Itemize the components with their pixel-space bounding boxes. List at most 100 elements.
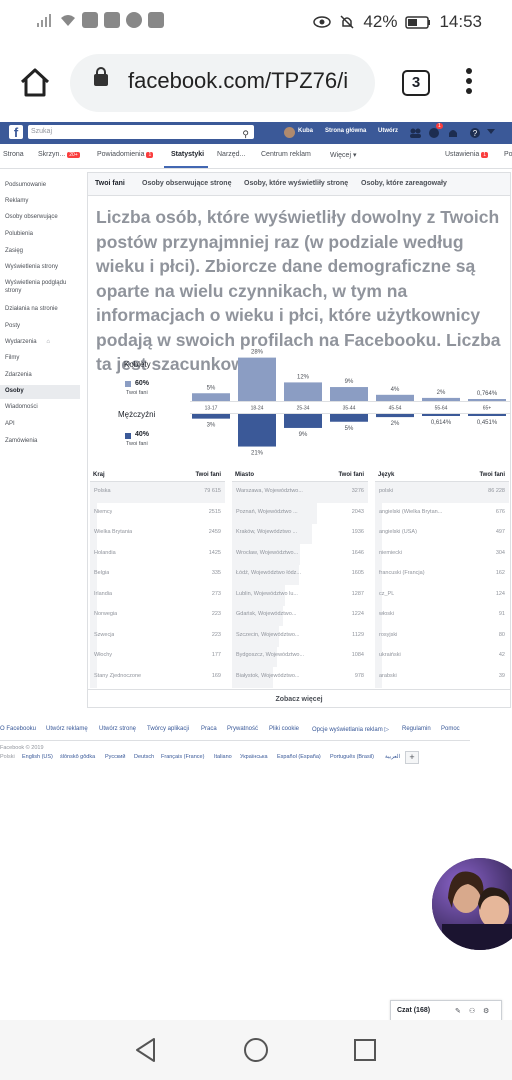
fans-count: 1287 bbox=[351, 590, 364, 597]
back-icon[interactable] bbox=[134, 1037, 158, 1063]
footer-link-terms[interactable]: Regulamin bbox=[402, 726, 431, 732]
language-link[interactable]: English (US) bbox=[22, 754, 53, 760]
avatar[interactable] bbox=[284, 127, 295, 138]
sidebar-item-page-previews[interactable]: Wyświetlenia podglądu strony bbox=[5, 280, 67, 294]
home-nav-icon[interactable] bbox=[243, 1037, 269, 1063]
footer-link-about[interactable]: O Facebooku bbox=[0, 726, 37, 732]
see-more-button[interactable]: Zobacz więcej bbox=[88, 689, 510, 710]
sidebar-item-people[interactable]: Osoby bbox=[5, 388, 24, 394]
tab-notifications[interactable]: Powiadomienia 1 bbox=[97, 151, 154, 158]
age-tick-label: 13-17 bbox=[205, 406, 218, 412]
sidebar-item-likes[interactable]: Polubienia bbox=[5, 231, 34, 237]
sidebar-item-posts[interactable]: Posty bbox=[5, 323, 21, 329]
sidebar-item-overview[interactable]: Podsumowanie bbox=[5, 182, 47, 188]
tab-overflow[interactable]: Po bbox=[504, 151, 512, 158]
subtab-your-fans[interactable]: Twoi fani bbox=[95, 180, 125, 187]
compose-icon[interactable]: ✎ bbox=[455, 1008, 461, 1015]
friends-icon[interactable] bbox=[409, 127, 421, 139]
sidebar-item-api[interactable]: API bbox=[5, 421, 15, 427]
language-link[interactable]: Español (España) bbox=[277, 754, 321, 760]
data-label-women: 0,764% bbox=[477, 391, 498, 397]
fans-count: 223 bbox=[211, 631, 221, 638]
add-friends-icon[interactable]: ⚇ bbox=[469, 1008, 476, 1015]
sidebar-item-messages[interactable]: Wiadomości bbox=[5, 404, 38, 410]
tab-page[interactable]: Strona bbox=[3, 151, 24, 158]
sidebar-item-page-views[interactable]: Wyświetlenia strony bbox=[5, 264, 58, 270]
sidebar-item-ads[interactable]: Reklamy bbox=[5, 198, 29, 204]
language-link[interactable]: Português (Brasil) bbox=[330, 754, 375, 760]
video-call-bubble[interactable] bbox=[432, 858, 512, 950]
bell-icon[interactable] bbox=[447, 127, 459, 139]
settings-gear-icon[interactable]: ⚙ bbox=[483, 1008, 490, 1015]
fans-count: 223 bbox=[211, 611, 221, 617]
footer-link-privacy[interactable]: Prywatność bbox=[227, 726, 259, 732]
language-link[interactable]: Deutsch bbox=[134, 754, 155, 760]
tab-insights[interactable]: Statystyki bbox=[171, 151, 205, 158]
add-language-button[interactable]: + bbox=[405, 751, 419, 764]
browser-toolbar: facebook.com/TPZ76/i 3 bbox=[0, 44, 512, 122]
bar-women bbox=[422, 397, 460, 401]
sidebar-item-stories[interactable]: Zdarzenia bbox=[5, 372, 32, 378]
audience-description: Liczba osób, które wyświetliły dowolny z… bbox=[96, 207, 501, 374]
bar-men bbox=[192, 414, 230, 419]
country-table-row: Polska 79 615 bbox=[90, 482, 225, 503]
language-link[interactable]: Русский bbox=[105, 754, 126, 760]
footer-link-cookies[interactable]: Pliki cookie bbox=[269, 726, 300, 732]
notification-count-badge: 1 bbox=[436, 123, 443, 129]
sidebar-item-actions[interactable]: Działania na stronie bbox=[5, 306, 58, 312]
footer-link-create-ad[interactable]: Utwórz reklamę bbox=[46, 726, 88, 732]
tab-switcher-button[interactable]: 3 bbox=[402, 70, 430, 96]
create-link[interactable]: Utwórz bbox=[378, 128, 398, 134]
sidebar-item-videos[interactable]: Filmy bbox=[5, 355, 20, 361]
data-label-men: 2% bbox=[391, 421, 400, 427]
language-name: francuski (Francja) bbox=[379, 570, 425, 576]
home-link[interactable]: Strona główna bbox=[325, 128, 367, 134]
search-input[interactable]: Szukaj ⚲ bbox=[28, 125, 254, 139]
country-name: Niemcy bbox=[94, 508, 113, 515]
footer-link-ad-choices[interactable]: Opcje wyświetlania reklam ▷ bbox=[312, 727, 389, 733]
tab-more[interactable]: Więcej ▾ bbox=[330, 152, 357, 159]
profile-link[interactable]: Kuba bbox=[298, 128, 313, 134]
footer-link-create-page[interactable]: Utwórz stronę bbox=[99, 726, 137, 732]
audience-subtabs: Twoi fani Osoby obserwujące stronę Osoby… bbox=[88, 173, 510, 196]
language-name: włoski bbox=[379, 611, 394, 617]
subtab-reacted[interactable]: Osoby, które zareagowały bbox=[361, 180, 447, 187]
search-icon[interactable]: ⚲ bbox=[242, 129, 249, 139]
footer-link-help[interactable]: Pomoc bbox=[441, 726, 460, 732]
tab-settings[interactable]: Ustawienia 1 bbox=[445, 151, 489, 158]
sidebar-item-reach[interactable]: Zasięg bbox=[5, 248, 24, 254]
help-icon[interactable]: ? bbox=[469, 127, 481, 139]
chevron-down-icon[interactable] bbox=[487, 129, 495, 135]
language-link[interactable]: ślōnskŏ gŏdka bbox=[60, 754, 96, 760]
facebook-logo-icon[interactable]: f bbox=[9, 125, 23, 140]
sidebar-item-followers[interactable]: Osoby obserwujące bbox=[5, 214, 58, 220]
language-link[interactable]: العربية bbox=[385, 754, 401, 760]
recents-icon[interactable] bbox=[353, 1038, 377, 1062]
address-bar[interactable]: facebook.com/TPZ76/i bbox=[70, 54, 375, 112]
city-table-row: Warszawa, Województwo... 3276 bbox=[232, 482, 368, 503]
row-proportion-bar bbox=[90, 502, 97, 524]
subtab-followers[interactable]: Osoby obserwujące stronę bbox=[142, 180, 232, 187]
tab-ad-center[interactable]: Centrum reklam bbox=[261, 151, 311, 158]
overflow-menu-icon[interactable] bbox=[466, 68, 474, 98]
country-name: Holandia bbox=[94, 549, 116, 556]
bar-men bbox=[330, 414, 368, 422]
language-link[interactable]: Українська bbox=[240, 754, 268, 760]
subtab-page-viewers[interactable]: Osoby, które wyświetliły stronę bbox=[244, 180, 349, 187]
language-table-row: ukraiński 42 bbox=[375, 646, 509, 667]
language-link[interactable]: Français (France) bbox=[161, 754, 205, 760]
wifi-icon bbox=[61, 15, 75, 26]
language-name: ukraiński bbox=[379, 652, 401, 658]
tab-tools[interactable]: Narzęd... bbox=[217, 151, 246, 158]
tab-inbox[interactable]: Skrzyn... 20+ bbox=[38, 151, 80, 158]
language-table-row: polski 86 228 bbox=[375, 482, 509, 503]
footer-link-developers[interactable]: Twórcy aplikacji bbox=[147, 726, 190, 732]
language-link[interactable]: Italiano bbox=[214, 754, 232, 760]
data-label-women: 12% bbox=[297, 374, 310, 380]
home-icon[interactable] bbox=[18, 66, 52, 100]
footer-link-careers[interactable]: Praca bbox=[201, 726, 217, 732]
chat-bar[interactable]: Czat (168) ✎ ⚇ ⚙ bbox=[390, 1000, 502, 1021]
messenger-icon[interactable] bbox=[428, 127, 440, 139]
sidebar-item-events[interactable]: Wydarzenia ⌂ bbox=[5, 339, 50, 345]
sidebar-item-orders[interactable]: Zamówienia bbox=[5, 438, 38, 444]
